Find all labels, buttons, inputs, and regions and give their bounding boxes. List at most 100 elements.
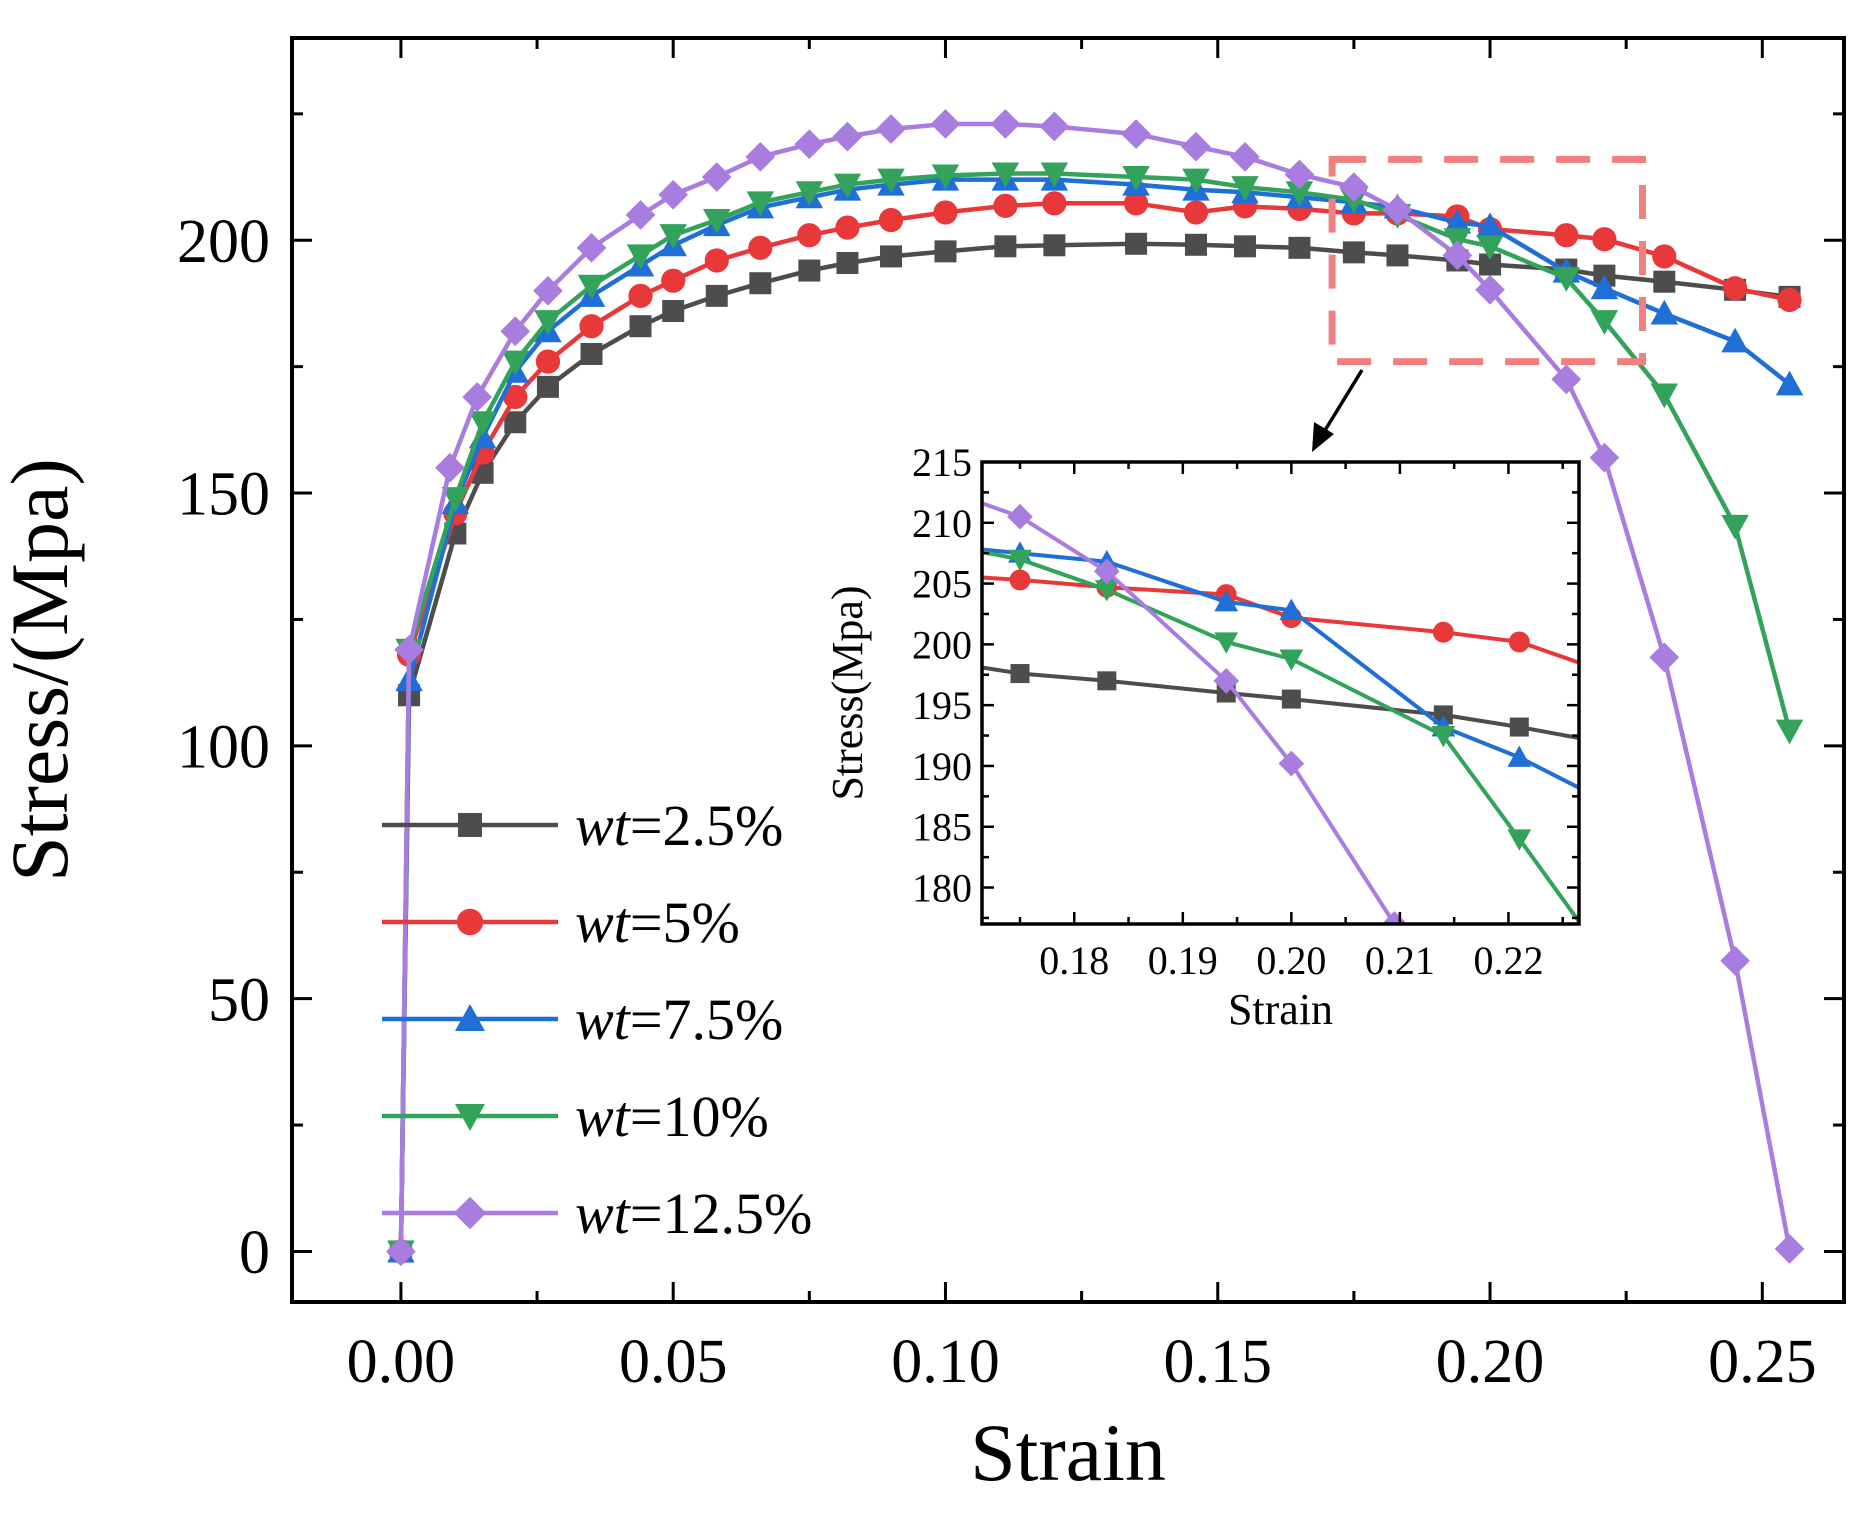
- main-chart: 0.00 0.05 0.10 0.15 0.20 0.25 0 50 100 150 200 Stra…: [0, 36, 1846, 1498]
- main-point-0-24: [1479, 253, 1502, 276]
- main-point-1-7: [628, 283, 653, 308]
- inset-point-3-6: [1507, 829, 1532, 851]
- main-point-3-15: [991, 162, 1020, 188]
- main-point-4-24: [1475, 274, 1505, 305]
- zoom-box: [1328, 155, 1647, 366]
- inset-point-1-5: [1432, 621, 1454, 643]
- inset-ytick-label: 185: [912, 805, 972, 850]
- main-point-4-28: [1720, 945, 1750, 976]
- main-point-0-14: [934, 240, 957, 263]
- main-series: [386, 109, 1805, 1267]
- main-point-1-6: [579, 314, 604, 339]
- inset-ytick-label: 205: [912, 562, 972, 607]
- main-point-3-13: [877, 168, 905, 194]
- main-point-4-16: [1039, 111, 1070, 142]
- inset-series-line-2: [982, 547, 1579, 790]
- main-point-0-8: [662, 300, 685, 323]
- main-point-4-5: [533, 275, 563, 306]
- main-point-1-15: [993, 193, 1018, 218]
- main-point-1-8: [661, 268, 686, 293]
- inset-point-3-2: [1094, 580, 1119, 602]
- main-point-0-13: [880, 245, 903, 268]
- main-xtick-label: 0.15: [1164, 1328, 1273, 1396]
- legend-marker-1: [456, 908, 484, 936]
- main-ytick-label: 100: [177, 714, 270, 782]
- main-point-4-14: [930, 109, 961, 139]
- main-point-4-11: [794, 129, 825, 160]
- inset-point-0-4: [1281, 689, 1301, 709]
- main-point-3-9: [703, 209, 731, 234]
- legend-marker-4: [453, 1196, 487, 1230]
- inset-ytick-label: 180: [912, 866, 972, 911]
- main-point-0-10: [749, 272, 772, 295]
- main-point-4-21: [1339, 172, 1369, 203]
- inset-ytick-label: 200: [912, 622, 972, 667]
- inset-frame: [980, 460, 1581, 926]
- main-x-axis-title: Strain: [970, 1407, 1166, 1498]
- main-point-3-26: [1590, 310, 1619, 335]
- main-point-4-29: [1774, 1234, 1805, 1264]
- zoom-region: [1312, 155, 1647, 452]
- inset-ytick-label: 210: [912, 501, 972, 546]
- legend-label-1: wt=5%: [575, 890, 740, 955]
- inset-xtick-label: 0.19: [1148, 938, 1218, 983]
- main-point-4-2: [435, 452, 465, 483]
- main-point-3-10: [746, 191, 775, 217]
- inset-point-2-6: [1507, 745, 1532, 767]
- legend-marker-0: [458, 813, 482, 837]
- main-point-3-4: [501, 350, 530, 376]
- inset-point-2-4: [1279, 598, 1304, 620]
- main-xtick-label: 0.25: [1708, 1328, 1817, 1396]
- main-point-1-27: [1652, 244, 1677, 269]
- main-point-3-20: [1285, 181, 1314, 206]
- inset-point-0-2: [1097, 671, 1117, 691]
- main-point-0-12: [836, 251, 859, 274]
- inset-point-0-1: [1010, 664, 1030, 684]
- main-point-4-7: [625, 200, 656, 230]
- inset-xtick-label: 0.20: [1256, 938, 1326, 983]
- main-point-1-18: [1183, 200, 1209, 225]
- inset-series-line-3: [982, 550, 1579, 923]
- main-point-1-10: [748, 235, 773, 260]
- main-ytick-label: 50: [208, 966, 270, 1034]
- inset-point-3-1: [1008, 549, 1032, 572]
- main-point-0-17: [1125, 232, 1148, 255]
- main-point-2-23: [1443, 208, 1472, 234]
- main-point-2-24: [1476, 212, 1504, 238]
- main-point-1-25: [1554, 223, 1579, 248]
- main-point-0-6: [580, 343, 603, 365]
- main-point-1-16: [1042, 191, 1067, 216]
- main-point-4-9: [701, 162, 732, 192]
- main-point-0-27: [1653, 270, 1676, 293]
- main-point-3-2: [441, 487, 470, 512]
- legend-marker-2: [455, 1004, 485, 1031]
- main-point-0-19: [1233, 235, 1256, 258]
- inset-xtick-label: 0.18: [1039, 938, 1109, 983]
- main-point-4-6: [576, 232, 607, 263]
- inset-xtick-label: 0.22: [1473, 938, 1543, 983]
- main-point-4-12: [832, 121, 863, 152]
- inset-ytick-label: 190: [912, 744, 972, 789]
- main-ytick-label: 200: [177, 208, 270, 276]
- main-point-4-23: [1442, 240, 1473, 271]
- main-point-4-18: [1181, 131, 1211, 162]
- main-xtick-label: 0.00: [347, 1328, 456, 1396]
- main-point-0-15: [994, 235, 1017, 258]
- inset-point-4-2: [1094, 558, 1120, 585]
- legend: wt=2.5% wt=5% wt=7.5% wt=10% wt=12.5%: [382, 793, 812, 1246]
- main-point-3-5: [534, 310, 562, 335]
- main-point-1-29: [1777, 287, 1802, 313]
- main-point-3-3: [468, 411, 497, 437]
- inset-point-4-4: [1278, 750, 1305, 777]
- inset-point-4-3: [1213, 668, 1240, 694]
- main-point-3-16: [1040, 162, 1069, 188]
- legend-label-4: wt=12.5%: [575, 1181, 812, 1246]
- main-point-2-28: [1721, 327, 1749, 353]
- main-point-0-21: [1342, 241, 1365, 264]
- main-point-1-5: [535, 349, 561, 374]
- main-point-3-27: [1650, 383, 1679, 409]
- main-point-3-6: [577, 274, 606, 300]
- inset-ytick-label: 215: [912, 440, 972, 485]
- main-point-1-12: [835, 215, 860, 240]
- main-point-1-17: [1123, 191, 1149, 216]
